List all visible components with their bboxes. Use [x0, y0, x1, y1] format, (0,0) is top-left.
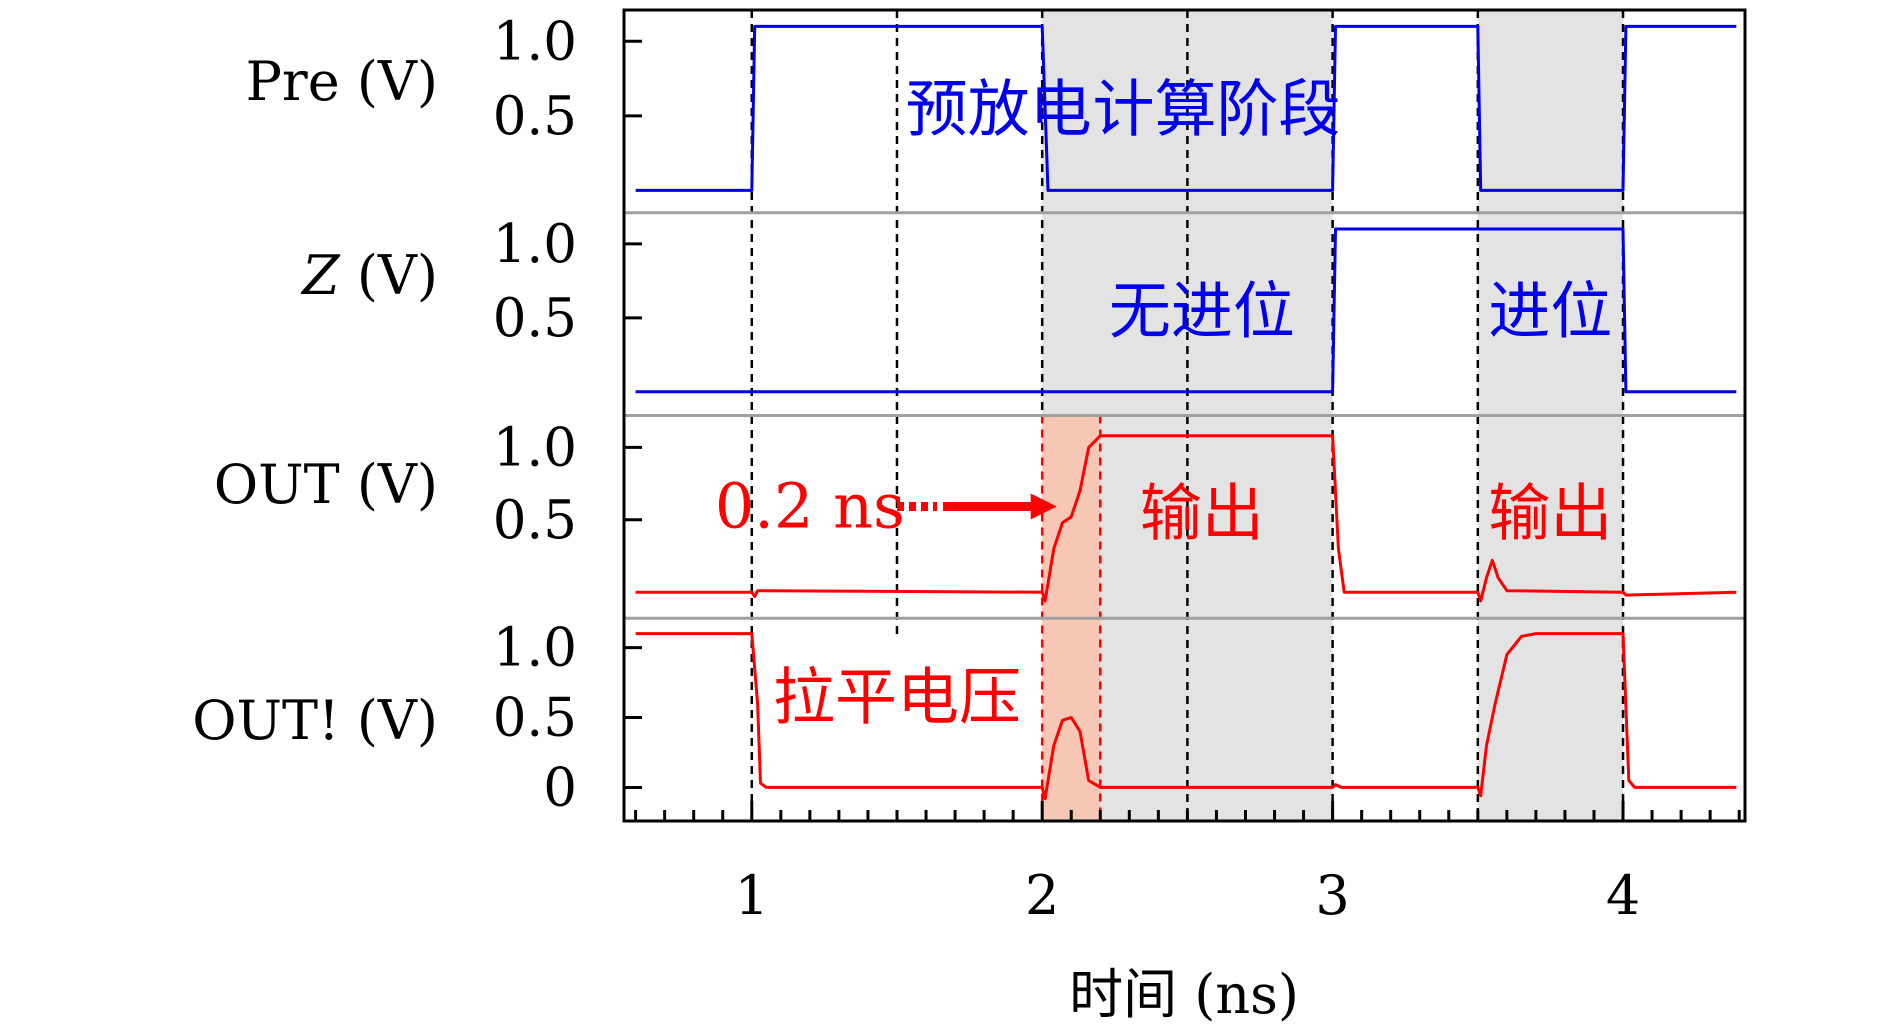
y-tick-label: 1.0: [493, 11, 577, 72]
y-tick-label: 0.5: [493, 288, 577, 349]
annotation-4: 0.2 ns: [715, 469, 905, 542]
ticks: 1.0 0.5 1.0 0.5 1.0 0.5 1.0 0.5 0 1 2 3 4: [493, 11, 1741, 927]
ylabel-out-bar: OUT! (V): [192, 689, 438, 752]
y-tick-label: 0: [543, 757, 577, 818]
x-axis-label: 时间 (ns): [1069, 963, 1299, 1026]
y-tick-label: 1.0: [493, 214, 577, 275]
ylabel-z: Z (V): [300, 244, 438, 307]
y-tick-label: 0.5: [493, 490, 577, 551]
trace-2: [635, 434, 1737, 603]
plot-frame: [622, 8, 1747, 823]
x-tick-label: 4: [1606, 864, 1640, 927]
annotation-6: 输出: [1488, 477, 1612, 550]
x-tick-label: 2: [1025, 864, 1059, 927]
arrow-head-icon: [1030, 493, 1057, 520]
annotation-1: 计算阶段: [1092, 72, 1340, 145]
annotation-5: 输出: [1140, 477, 1264, 550]
annotation-0: 预放电: [906, 72, 1092, 145]
y-tick-label: 1.0: [493, 618, 577, 679]
trace-0: [635, 24, 1737, 192]
annotation-7: 拉平电压: [773, 661, 1021, 734]
trace-3: [635, 632, 1737, 801]
x-tick-label: 3: [1315, 864, 1349, 927]
annotation-2: 无进位: [1109, 274, 1295, 347]
trace-1: [635, 227, 1737, 394]
ylabel-out: OUT (V): [214, 453, 438, 516]
annotation-3: 进位: [1488, 274, 1612, 347]
traces: [635, 24, 1737, 801]
y-tick-label: 0.5: [493, 86, 577, 147]
labels: Pre (V) Z (V) OUT (V) OUT! (V) 时间 (ns): [192, 50, 1299, 1026]
y-tick-label: 0.5: [493, 688, 577, 749]
y-tick-label: 1.0: [493, 417, 577, 478]
panel-separators: [624, 211, 1745, 620]
ylabel-pre: Pre (V): [246, 50, 438, 113]
x-tick-label: 1: [735, 864, 769, 927]
